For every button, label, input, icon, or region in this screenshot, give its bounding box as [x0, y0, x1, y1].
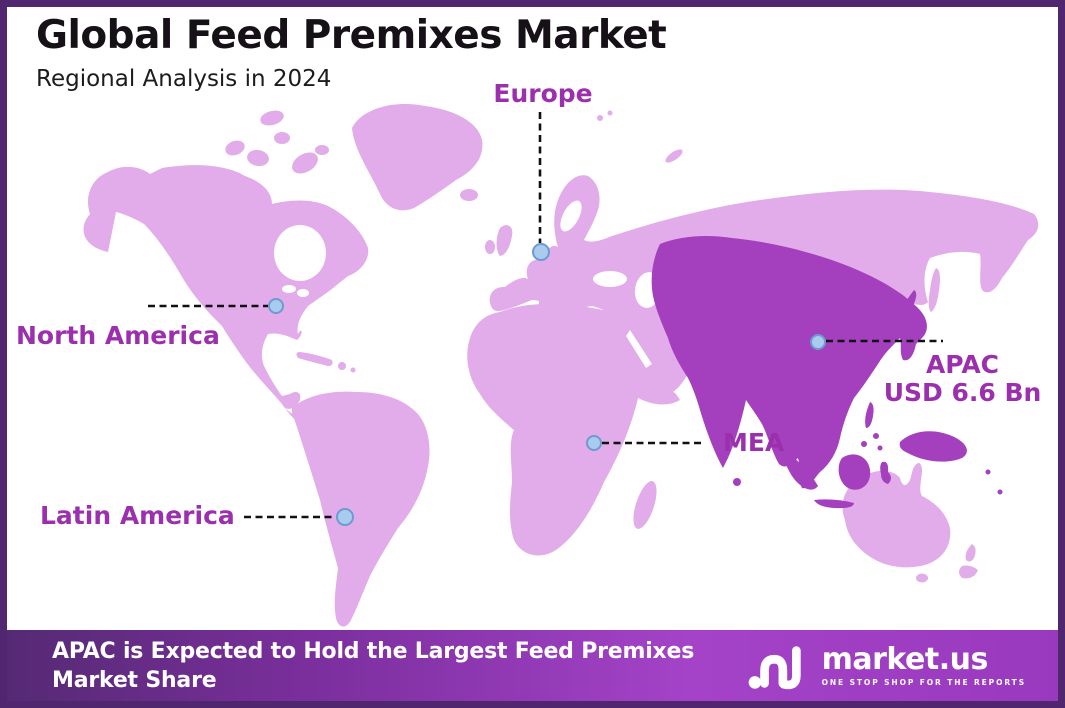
- brand-tagline: ONE STOP SHOP FOR THE REPORTS: [821, 677, 1026, 687]
- region-label-apac-value: USD 6.6 Bn: [883, 378, 1042, 407]
- page-subtitle: Regional Analysis in 2024: [36, 65, 332, 92]
- brand-text: market.us ONE STOP SHOP FOR THE REPORTS: [821, 641, 1026, 687]
- map-region-south-america: [291, 391, 430, 627]
- marker-mea: [586, 435, 602, 451]
- marker-latin-america: [336, 508, 354, 526]
- footer-bar: APAC is Expected to Hold the Largest Fee…: [7, 630, 1058, 701]
- market-us-icon: [748, 645, 801, 689]
- brand-logo: market.us ONE STOP SHOP FOR THE REPORTS: [748, 639, 1058, 693]
- region-label-apac: APAC USD 6.6 Bn: [880, 351, 1045, 407]
- map-region-europe-russia: [489, 175, 1039, 396]
- map-region-north-america: [83, 165, 369, 429]
- brand-name: market.us: [821, 641, 989, 677]
- marker-apac: [810, 334, 826, 350]
- region-label-latin-america: Latin America: [40, 501, 235, 530]
- marker-north-america: [268, 298, 284, 314]
- region-label-north-america: North America: [16, 321, 220, 350]
- region-label-mea: MEA: [723, 428, 785, 457]
- map-region-australia: [842, 463, 951, 568]
- region-label-apac-name: APAC: [925, 350, 1000, 379]
- footer-headline: APAC is Expected to Hold the Largest Fee…: [52, 638, 695, 693]
- map-region-greenland: [352, 104, 483, 211]
- map-region-africa: [467, 303, 680, 556]
- marker-europe: [532, 243, 550, 261]
- header: Global Feed Premixes Market Regional Ana…: [36, 13, 667, 92]
- map-region-apac: [651, 236, 927, 489]
- page-title: Global Feed Premixes Market: [36, 13, 667, 58]
- region-label-europe: Europe: [493, 79, 593, 108]
